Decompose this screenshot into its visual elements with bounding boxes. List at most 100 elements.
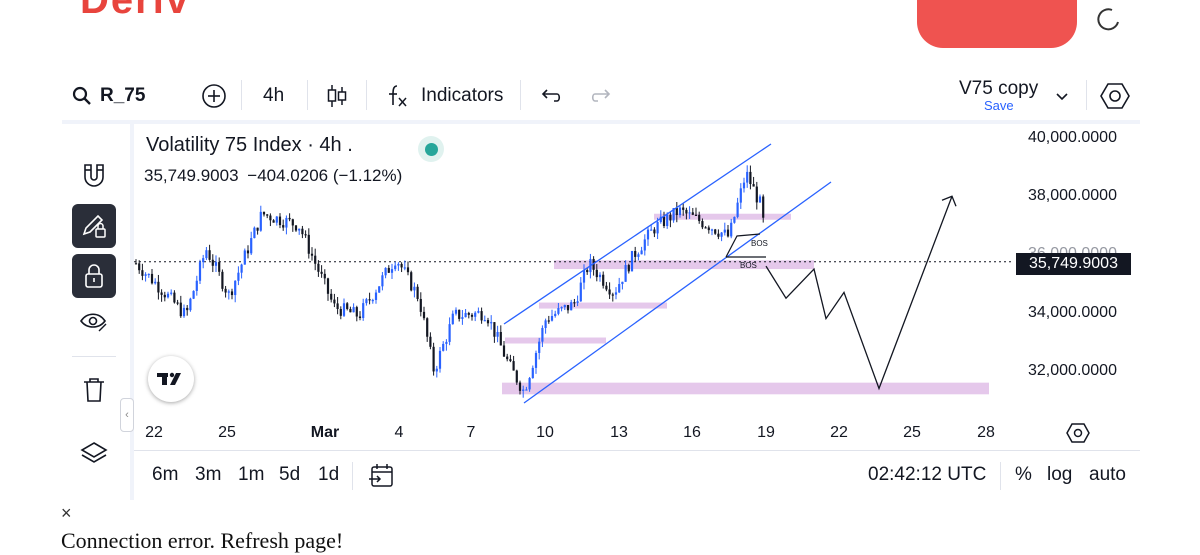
candle-body <box>269 215 272 221</box>
candle-body <box>506 356 509 360</box>
demand-zone <box>539 302 667 309</box>
percent-scale-toggle[interactable]: % <box>1015 464 1032 485</box>
demand-zone <box>654 213 791 220</box>
candle-body <box>291 219 294 226</box>
save-button[interactable]: Save <box>984 98 1014 113</box>
candle-body <box>704 227 707 229</box>
tradingview-logo[interactable] <box>148 356 194 402</box>
candle-body <box>150 273 154 284</box>
candle-body <box>198 262 202 281</box>
candle-body <box>474 312 477 317</box>
collapse-sidebar-tab[interactable]: ‹ <box>120 398 134 432</box>
candle-body <box>531 367 534 379</box>
magnet-icon <box>84 164 104 187</box>
candle-body <box>294 225 298 231</box>
candle-body <box>147 273 150 276</box>
candle-body <box>397 263 400 266</box>
candle-body <box>544 320 547 328</box>
object-tree-button[interactable] <box>72 432 116 476</box>
candle-body <box>435 368 438 372</box>
compare-button[interactable] <box>201 76 227 116</box>
candle-body <box>381 275 384 287</box>
lock-drawings-button[interactable] <box>72 254 116 298</box>
candle-body <box>467 312 470 315</box>
candle-body <box>717 233 720 237</box>
candle-body <box>349 308 352 313</box>
candle-body <box>170 292 173 294</box>
function-icon <box>389 85 407 107</box>
indicators-button[interactable]: Indicators <box>387 76 503 116</box>
candle-body <box>218 262 221 272</box>
candle-body <box>493 322 496 337</box>
candle-body <box>336 303 339 309</box>
go-to-date-button[interactable] <box>368 462 396 495</box>
chart-legend-title: Volatility 75 Index · 4h . <box>146 134 353 156</box>
layout-name[interactable]: V75 copy <box>959 78 1039 99</box>
candle-body <box>566 305 570 311</box>
undo-button[interactable] <box>540 76 562 116</box>
candle-body <box>355 307 358 317</box>
candle-body <box>579 282 582 302</box>
candle-body <box>576 301 579 303</box>
settings-button[interactable] <box>1100 76 1130 116</box>
hide-drawings-button[interactable] <box>72 300 116 344</box>
candle-body <box>614 292 618 295</box>
layers-icon <box>80 442 108 463</box>
range-5d-button[interactable]: 5d <box>279 464 301 485</box>
candle-body <box>560 307 563 309</box>
price-axis-label: 40,000.0000 <box>1028 129 1117 146</box>
candle-body <box>685 209 688 214</box>
range-1d-button[interactable]: 1d <box>318 464 340 485</box>
try-free-demo-button[interactable] <box>917 0 1077 48</box>
candle-body <box>650 229 653 231</box>
sidebar-divider <box>72 356 116 357</box>
price-change: −404.0206 (−1.12%) <box>247 166 403 185</box>
brand-logo: Deriv <box>80 0 191 22</box>
layout-menu-button[interactable] <box>1054 76 1070 116</box>
channel-lower-line <box>523 181 832 404</box>
utc-clock[interactable]: 02:42:12 UTC <box>868 464 987 485</box>
interval-button[interactable]: 4h <box>263 85 285 106</box>
range-6m-button[interactable]: 6m <box>152 464 179 485</box>
candle-body <box>538 341 541 353</box>
candle-body <box>605 285 608 290</box>
draw-mode-button[interactable] <box>72 204 116 248</box>
candle-body <box>675 208 678 216</box>
axis-settings-button[interactable] <box>1066 422 1090 449</box>
price-axis-label: 34,000.0000 <box>1028 304 1117 321</box>
bos-label: BOS <box>751 239 768 248</box>
candle-body <box>275 216 278 223</box>
candle-body <box>378 286 381 293</box>
projection-arrow-head <box>941 195 957 207</box>
candle-body <box>742 182 746 189</box>
delete-drawings-button[interactable] <box>72 368 116 412</box>
candle-body <box>595 269 598 278</box>
chart-type-button[interactable] <box>326 76 348 116</box>
candle-body <box>490 322 493 324</box>
redo-button[interactable] <box>590 76 612 116</box>
candle-body <box>470 314 474 317</box>
auto-scale-toggle[interactable]: auto <box>1089 464 1126 485</box>
candle-body <box>186 307 189 311</box>
range-1m-button[interactable]: 1m <box>238 464 265 485</box>
candle-body <box>656 222 659 234</box>
bos-label: BOS <box>740 261 757 270</box>
magnet-button[interactable] <box>72 153 116 197</box>
candle-body <box>608 289 611 295</box>
symbol-search[interactable]: R_75 <box>72 76 145 116</box>
chart-plot[interactable]: BOS BOS <box>134 124 1014 424</box>
close-error-button[interactable]: × <box>61 503 72 523</box>
log-scale-toggle[interactable]: log <box>1047 464 1073 485</box>
candle-body <box>611 294 614 296</box>
candle-body <box>736 202 739 217</box>
chart-frame-top <box>62 120 1140 124</box>
candle-body <box>301 228 304 235</box>
candle-body <box>413 286 416 291</box>
range-3m-button[interactable]: 3m <box>195 464 222 485</box>
bottom-toolbar-divider <box>134 450 1140 451</box>
projection-path <box>765 196 953 391</box>
candle-body <box>624 265 627 282</box>
candle-body <box>330 293 333 300</box>
theme-toggle-icon[interactable] <box>1096 8 1120 32</box>
candle-body <box>352 307 355 313</box>
